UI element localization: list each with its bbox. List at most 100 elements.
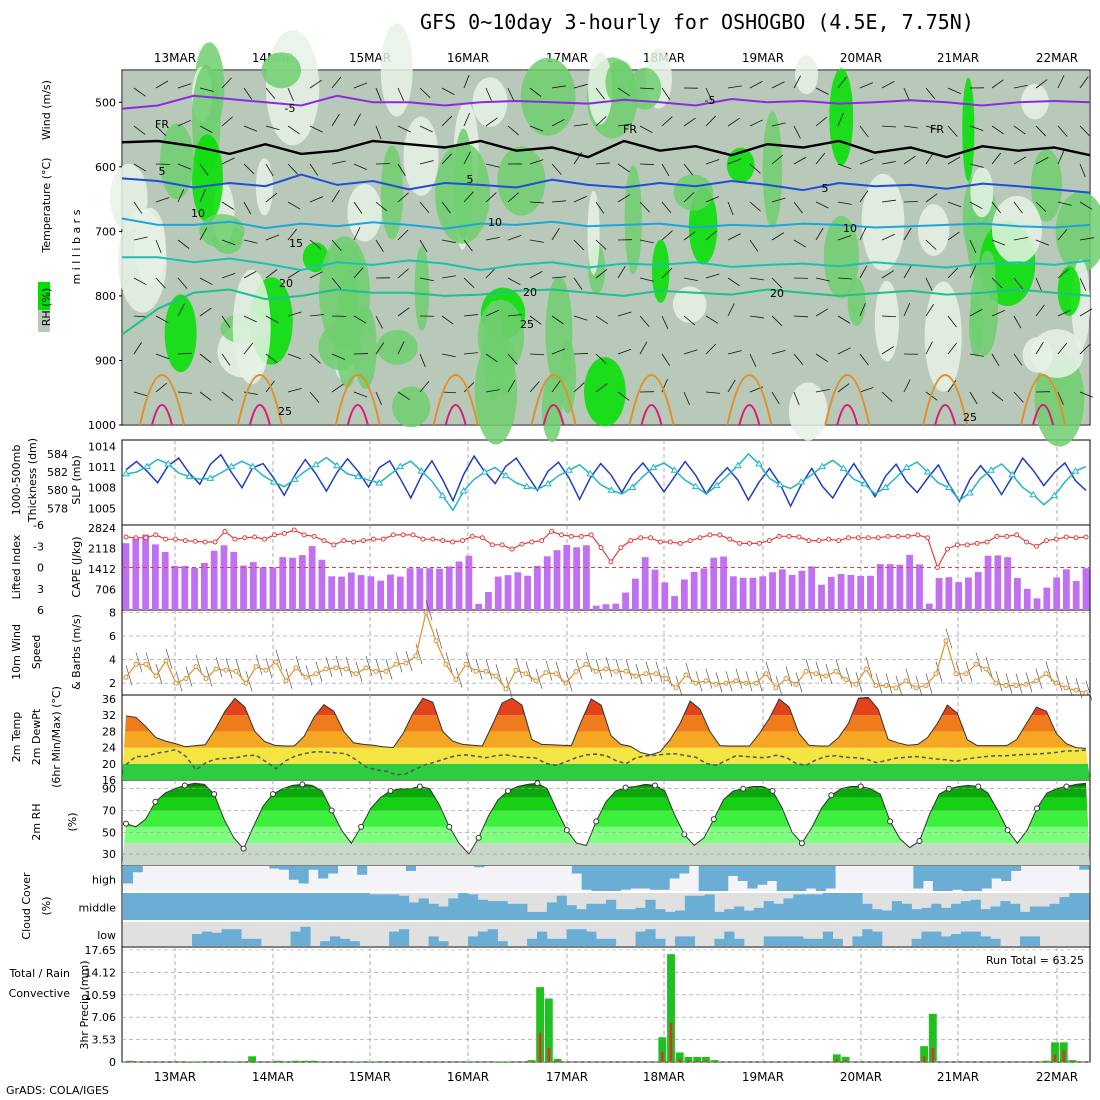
cloud-bar-middle — [872, 909, 883, 920]
cloud-bar-middle — [399, 895, 410, 920]
wind-barb — [551, 200, 566, 203]
wind-speed-marker — [433, 638, 439, 644]
precip-convective-bar — [547, 1048, 551, 1062]
cloud-bar-middle — [418, 898, 429, 920]
cape-bar — [122, 543, 130, 610]
cloud-bar-middle — [152, 893, 163, 920]
cloud-bar-middle — [615, 909, 627, 920]
wind-barb — [727, 350, 742, 355]
wind-barb-10m — [995, 671, 1003, 692]
wind-barb-10m — [715, 672, 723, 693]
wind-barb — [947, 201, 962, 208]
rh-blob — [232, 269, 271, 385]
wind-speed-marker — [893, 685, 899, 691]
precip-total-bar — [187, 1061, 195, 1062]
wind-barb — [925, 341, 933, 355]
contour-label: 5 — [822, 182, 829, 195]
wind-barb — [485, 163, 500, 168]
wind-speed-marker — [513, 667, 519, 673]
wind-barb — [727, 303, 735, 317]
wind-barb — [265, 234, 280, 241]
wind-speed-marker — [533, 678, 539, 684]
wind-barb — [155, 197, 170, 203]
precip-tick: 0 — [109, 1056, 116, 1069]
cloud-bar-middle — [980, 909, 991, 920]
isotherm-25 — [236, 374, 283, 426]
rh-marker — [887, 818, 894, 825]
lifted-index-line — [125, 529, 1087, 570]
wind-barb — [243, 201, 252, 215]
cloud-bar-middle — [517, 903, 528, 920]
wind-barb — [1013, 125, 1026, 135]
lifted-index-marker — [212, 539, 218, 545]
wind-barb — [639, 125, 653, 133]
cloud-bar-middle — [911, 909, 922, 920]
cloud-bar-low — [734, 938, 745, 946]
wind-barb — [595, 383, 608, 393]
wind-barb — [683, 231, 696, 241]
cloud-bar-low — [537, 931, 548, 946]
wind-barb — [573, 315, 588, 321]
cloud-bar-high — [679, 866, 690, 874]
wind-barb-10m — [585, 652, 593, 673]
cloud-bar-high — [806, 866, 817, 889]
thickness-marker — [733, 461, 742, 469]
cape-bar — [592, 605, 600, 610]
cape-bar — [661, 582, 669, 610]
thickness-tick: 578 — [47, 502, 68, 515]
rh-blob — [134, 207, 166, 286]
lifted-index-marker — [747, 540, 753, 546]
rh-blob — [795, 55, 818, 95]
lifted-index-marker — [568, 533, 574, 539]
wind-barb — [639, 315, 650, 327]
wind-barb — [463, 239, 473, 252]
cloud-bar-low — [803, 938, 814, 946]
cloud-bar-low — [990, 938, 1001, 946]
lifted-index-marker — [450, 539, 456, 545]
rh-marker — [358, 823, 365, 830]
pressure-tick: 500 — [95, 96, 116, 109]
cloud-bar-high — [767, 866, 778, 881]
wind-barb — [837, 163, 852, 170]
cape-bar — [318, 559, 326, 610]
wind-barb — [837, 201, 852, 205]
precip-convective-bar — [276, 1061, 280, 1062]
cape-bar — [1053, 577, 1061, 610]
cape-bar — [808, 566, 816, 610]
wind-barb — [265, 125, 280, 131]
wind-barb — [969, 201, 983, 210]
wind-barb — [353, 227, 361, 241]
cape-bar — [1082, 568, 1090, 610]
wind-barb — [881, 161, 896, 165]
wind-barb — [1035, 79, 1048, 89]
wind-barb — [705, 273, 720, 279]
wind-barb — [837, 315, 851, 324]
wind-barb-10m — [655, 661, 663, 682]
cloud-bar-middle — [891, 901, 903, 920]
wind-barb — [221, 391, 234, 401]
wind-barb — [375, 87, 382, 102]
wind-barb — [551, 380, 561, 393]
wind-barb — [397, 125, 411, 133]
cloud-bar-low — [852, 936, 863, 946]
precip-convective-bar — [687, 1060, 690, 1062]
thickness-marker — [902, 463, 911, 471]
precip-convective-bar — [669, 1022, 673, 1062]
wind-barb — [331, 353, 346, 360]
cloud-bar-middle — [606, 899, 617, 920]
lifted-index-marker — [430, 536, 436, 542]
wind-barb — [419, 160, 434, 165]
lifted-index-marker — [202, 539, 208, 545]
precip-total-bar — [667, 954, 675, 1062]
lifted-index-marker — [707, 532, 713, 538]
date-label-bottom: 14MAR — [252, 1070, 294, 1084]
cloud-bar-high — [620, 866, 631, 890]
precip-convective-bar — [538, 1032, 542, 1062]
wind-barb — [485, 309, 499, 317]
rh-marker — [622, 784, 629, 791]
cloud-bar-high — [971, 866, 982, 891]
wind-barb-10m — [1085, 680, 1093, 701]
cloud-bar-middle — [645, 899, 656, 920]
wind-speed-marker — [1003, 683, 1009, 689]
cloud-bar-low — [428, 936, 439, 946]
